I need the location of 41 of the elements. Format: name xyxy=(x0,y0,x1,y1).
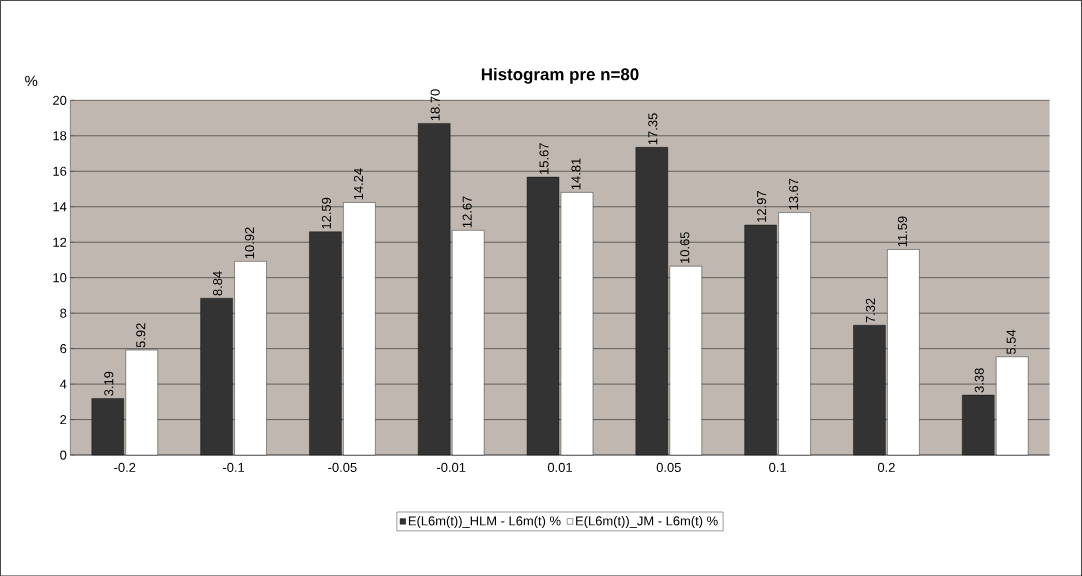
y-tick-label: 12 xyxy=(53,237,67,247)
data-label: 12.67 xyxy=(462,196,472,227)
data-label: 18.70 xyxy=(430,89,440,121)
x-tick-label: 0.01 xyxy=(547,462,572,472)
y-tick-label: 16 xyxy=(53,166,67,176)
y-tick-label: 6 xyxy=(60,343,67,354)
data-label: 10.65 xyxy=(680,231,690,263)
y-tick-label: 2 xyxy=(60,414,67,424)
y-tick-label: 18 xyxy=(53,131,67,141)
data-label: 7.32 xyxy=(865,298,875,323)
data-label: 14.81 xyxy=(571,158,581,190)
data-label: 5.92 xyxy=(136,323,146,348)
x-tick-label: -0.1 xyxy=(223,462,245,472)
y-tick-label: 4 xyxy=(59,379,67,389)
data-label: 14.24 xyxy=(353,168,363,200)
data-label: 8.84 xyxy=(213,271,223,296)
y-tick-label: 8 xyxy=(60,308,67,318)
y-axis-title: % xyxy=(25,75,38,86)
x-tick-label: 0.1 xyxy=(769,462,786,472)
legend-label: E(L6m(t))_HLM - L6m(t) % xyxy=(408,515,561,528)
data-label: 3.19 xyxy=(104,371,114,396)
chart-title: Histogram pre n=80 xyxy=(481,67,639,84)
y-tick-label: 14 xyxy=(53,202,67,212)
y-tick-label: 10 xyxy=(53,272,67,283)
x-tick-label: -0.05 xyxy=(328,462,357,472)
x-tick-label: -0.2 xyxy=(114,462,136,472)
data-label: 5.54 xyxy=(1006,329,1016,354)
x-tick-label: 0.05 xyxy=(656,462,681,472)
data-label: 10.92 xyxy=(244,227,255,259)
legend-label: E(L6m(t))_JM - L6m(t) % xyxy=(576,515,718,528)
data-label: 3.38 xyxy=(974,368,984,393)
data-label: 15.67 xyxy=(539,143,549,174)
data-label: 12.97 xyxy=(757,190,767,222)
y-tick-label: 20 xyxy=(53,95,67,105)
y-tick-label: 0 xyxy=(60,450,67,460)
data-label: 12.59 xyxy=(321,197,331,229)
x-tick-label: -0.01 xyxy=(437,462,466,472)
data-label: 13.67 xyxy=(789,178,799,210)
x-tick-label: 0.2 xyxy=(877,462,895,472)
data-label: 11.59 xyxy=(897,216,907,247)
data-label: 17.35 xyxy=(648,113,658,144)
